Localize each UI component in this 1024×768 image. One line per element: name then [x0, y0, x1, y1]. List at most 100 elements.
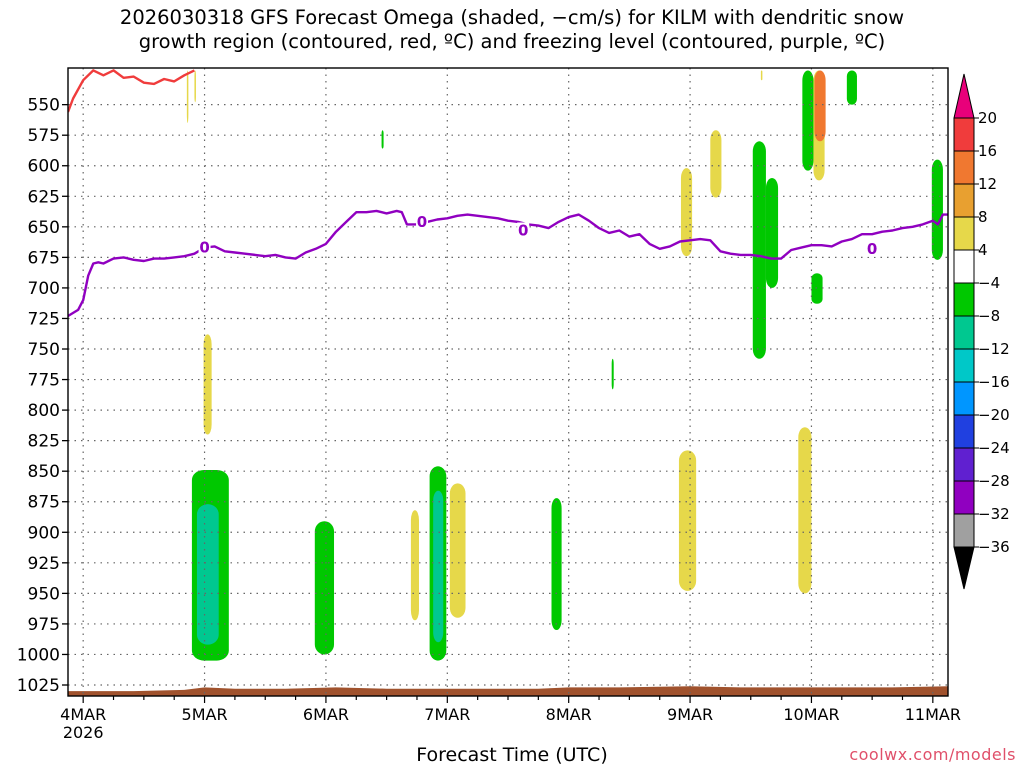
x-tick-label-3: 7MAR: [424, 705, 470, 724]
omega-region-12: [551, 498, 562, 631]
y-tick-label-16: 950: [28, 584, 60, 604]
colorbar-bottom-arrow: [953, 546, 975, 590]
colorbar-label-3: 8: [978, 208, 988, 226]
contour-line-0: [68, 69, 195, 113]
y-tick-label-6: 700: [28, 279, 60, 299]
colorbar-label-0: 20: [978, 109, 997, 127]
omega-region-2: [381, 130, 384, 149]
x-tick-label-7: 11MAR: [905, 705, 961, 724]
colorbar-box-13: [953, 513, 975, 548]
contour-label-bg-1: [416, 213, 429, 230]
colorbar-box-3: [953, 183, 975, 218]
contour-label-2: 0: [518, 221, 528, 239]
colorbar-box-9: [953, 381, 975, 416]
omega-region-24: [798, 427, 812, 594]
colorbar-box-4: [953, 216, 975, 251]
y-tick-label-4: 650: [28, 218, 60, 238]
y-tick-label-1: 575: [28, 126, 60, 146]
x-tick-label-4: 8MAR: [546, 705, 592, 724]
y-tick-label-15: 925: [28, 554, 60, 574]
omega-region-17: [752, 141, 766, 359]
contour-label-bg-3: [866, 240, 879, 257]
y-tick-label-9: 775: [28, 371, 60, 391]
omega-region-11: [433, 490, 444, 643]
omega-region-3: [760, 70, 763, 81]
colorbar-label-11: −28: [978, 472, 1010, 490]
x-tick-label-2: 6MAR: [303, 705, 349, 724]
y-tick-label-12: 850: [28, 462, 60, 482]
omega-region-4: [203, 334, 212, 435]
contour-line-1: [68, 209, 948, 318]
contour-label-0: 0: [199, 239, 209, 257]
y-tick-label-18: 1000: [17, 645, 60, 665]
x-axis-label: Forecast Time (UTC): [416, 744, 608, 766]
omega-region-0: [186, 70, 189, 123]
y-tick-label-0: 550: [28, 96, 60, 116]
colorbar-box-10: [953, 414, 975, 449]
terrain-area: [68, 686, 948, 696]
contour-label-3: 0: [867, 240, 877, 258]
y-tick-label-19: 1025: [17, 676, 60, 696]
contour-label-bg-2: [517, 222, 530, 239]
colorbar-label-7: −12: [978, 340, 1010, 358]
colorbar-box-1: [953, 117, 975, 152]
colorbar-box-6: [953, 282, 975, 317]
omega-region-1: [194, 70, 196, 103]
chart-title: 2026030318 GFS Forecast Omega (shaded, −…: [0, 6, 1024, 54]
colorbar-label-2: 12: [978, 175, 997, 193]
y-tick-label-2: 600: [28, 157, 60, 177]
y-tick-label-5: 675: [28, 248, 60, 268]
chart-title-line1: 2026030318 GFS Forecast Omega (shaded, −…: [119, 6, 905, 29]
colorbar-label-5: −4: [978, 274, 1000, 292]
omega-region-15: [710, 130, 722, 198]
omega-region-14: [680, 168, 693, 257]
omega-region-13: [611, 358, 614, 390]
colorbar-box-2: [953, 150, 975, 185]
colorbar-box-7: [953, 315, 975, 350]
credit-text: coolwx.com/models: [849, 745, 1016, 764]
colorbar-label-4: 4: [978, 241, 988, 259]
grid-lines: [68, 68, 948, 696]
omega-region-7: [314, 521, 335, 655]
colorbar-label-1: 16: [978, 142, 997, 160]
y-axis-ticks: 550 575 600 625 650 675 700 725 750 775 800 825 850 8…: [17, 96, 68, 696]
y-tick-label-10: 800: [28, 401, 60, 421]
y-tick-label-3: 625: [28, 187, 60, 207]
omega-region-23: [846, 70, 857, 105]
y-tick-label-14: 900: [28, 523, 60, 543]
omega-region-25: [931, 159, 943, 260]
x-tick-label-5: 9MAR: [667, 705, 713, 724]
contour-label-1: 0: [417, 213, 427, 231]
contour-lines: 0 0 0 0: [68, 69, 948, 318]
colorbar-box-5: [953, 249, 975, 284]
x-tick-label-0: 4MAR: [60, 705, 106, 724]
omega-region-21: [814, 70, 826, 142]
omega-region-18: [765, 177, 779, 288]
x-tick-label-1: 5MAR: [182, 705, 228, 724]
x-tick-sublabel-0: 2026: [63, 723, 104, 742]
chart-title-line2: growth region (contoured, red, ºC) and f…: [138, 30, 886, 53]
x-tick-label-6: 10MAR: [783, 705, 839, 724]
y-tick-label-7: 725: [28, 309, 60, 329]
y-tick-label-13: 875: [28, 493, 60, 513]
omega-region-8: [410, 510, 419, 621]
y-tick-label-17: 975: [28, 615, 60, 635]
colorbar: 20 16 12 8 4 −4 −8 −12 −16 −20 −24 −28 −32 −36: [953, 73, 1010, 590]
colorbar-label-6: −8: [978, 307, 1000, 325]
colorbar-label-12: −32: [978, 505, 1010, 523]
y-tick-label-8: 750: [28, 340, 60, 360]
colorbar-label-13: −36: [978, 538, 1010, 556]
colorbar-box-8: [953, 348, 975, 383]
omega-region-22: [811, 273, 823, 304]
omega-region-9: [449, 483, 466, 618]
omega-shading: [68, 70, 948, 696]
omega-region-6: [196, 504, 219, 645]
colorbar-box-11: [953, 447, 975, 482]
contour-label-bg-0: [198, 239, 211, 256]
colorbar-box-12: [953, 480, 975, 515]
colorbar-label-10: −24: [978, 439, 1010, 457]
omega-region-16: [678, 450, 697, 591]
y-tick-label-11: 825: [28, 432, 60, 452]
